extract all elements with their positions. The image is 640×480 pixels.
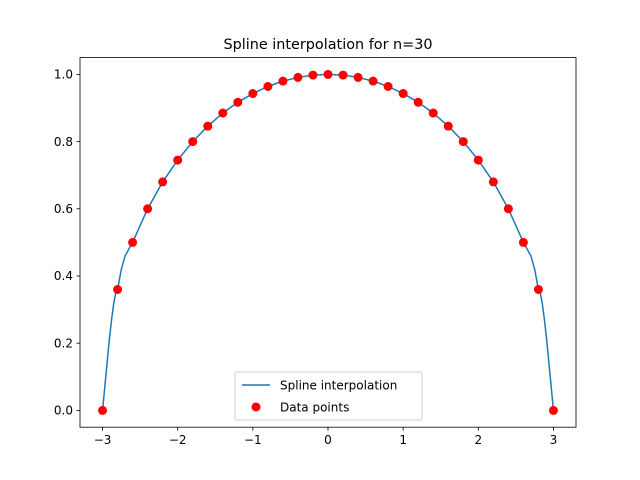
- data-point: [518, 237, 528, 247]
- chart-title: Spline interpolation for n=30: [223, 37, 432, 53]
- series-line-spline: [101, 73, 555, 411]
- data-point: [263, 81, 273, 91]
- data-point: [473, 155, 483, 165]
- data-point: [503, 204, 513, 214]
- data-point: [323, 69, 333, 79]
- data-point: [353, 72, 363, 82]
- legend-label-points: Data points: [280, 401, 349, 415]
- data-point: [98, 405, 108, 415]
- x-tick-label: 0: [324, 433, 332, 447]
- data-point: [548, 405, 558, 415]
- x-tick-label: −3: [94, 433, 112, 447]
- data-point: [368, 76, 378, 86]
- legend-label-spline: Spline interpolation: [280, 379, 397, 393]
- data-point: [383, 81, 393, 91]
- data-point: [458, 137, 468, 147]
- y-tick-label: 0.6: [54, 202, 73, 216]
- data-point: [158, 177, 168, 187]
- data-point: [188, 137, 198, 147]
- legend: Spline interpolation Data points: [234, 371, 423, 421]
- legend-frame: [234, 371, 423, 421]
- data-point: [203, 121, 213, 131]
- data-point: [248, 89, 258, 99]
- data-point: [173, 155, 183, 165]
- data-point: [308, 70, 318, 80]
- x-tick-label: −2: [169, 433, 187, 447]
- plot-area: [98, 69, 558, 415]
- data-point: [533, 284, 543, 294]
- y-axis: 0.0 0.2 0.4 0.6 0.8 1.0: [54, 68, 80, 418]
- data-point: [143, 204, 153, 214]
- x-tick-label: 2: [474, 433, 482, 447]
- x-axis: −3 −2 −1 0 1 2 3: [94, 427, 558, 447]
- data-point: [443, 121, 453, 131]
- data-point: [278, 76, 288, 86]
- y-tick-label: 1.0: [54, 68, 73, 82]
- y-tick-label: 0.2: [54, 336, 73, 350]
- data-point: [128, 237, 138, 247]
- y-tick-label: 0.0: [54, 404, 73, 418]
- x-tick-label: 1: [399, 433, 407, 447]
- data-point: [428, 108, 438, 118]
- legend-marker-swatch: [251, 402, 261, 412]
- data-point: [218, 108, 228, 118]
- data-point: [338, 70, 348, 80]
- data-point: [398, 89, 408, 99]
- y-tick-label: 0.8: [54, 135, 73, 149]
- data-point: [293, 72, 303, 82]
- data-point: [413, 97, 423, 107]
- x-tick-label: 3: [550, 433, 558, 447]
- y-tick-label: 0.4: [54, 269, 73, 283]
- data-point: [233, 97, 243, 107]
- data-point: [488, 177, 498, 187]
- data-point: [113, 284, 123, 294]
- x-tick-label: −1: [244, 433, 262, 447]
